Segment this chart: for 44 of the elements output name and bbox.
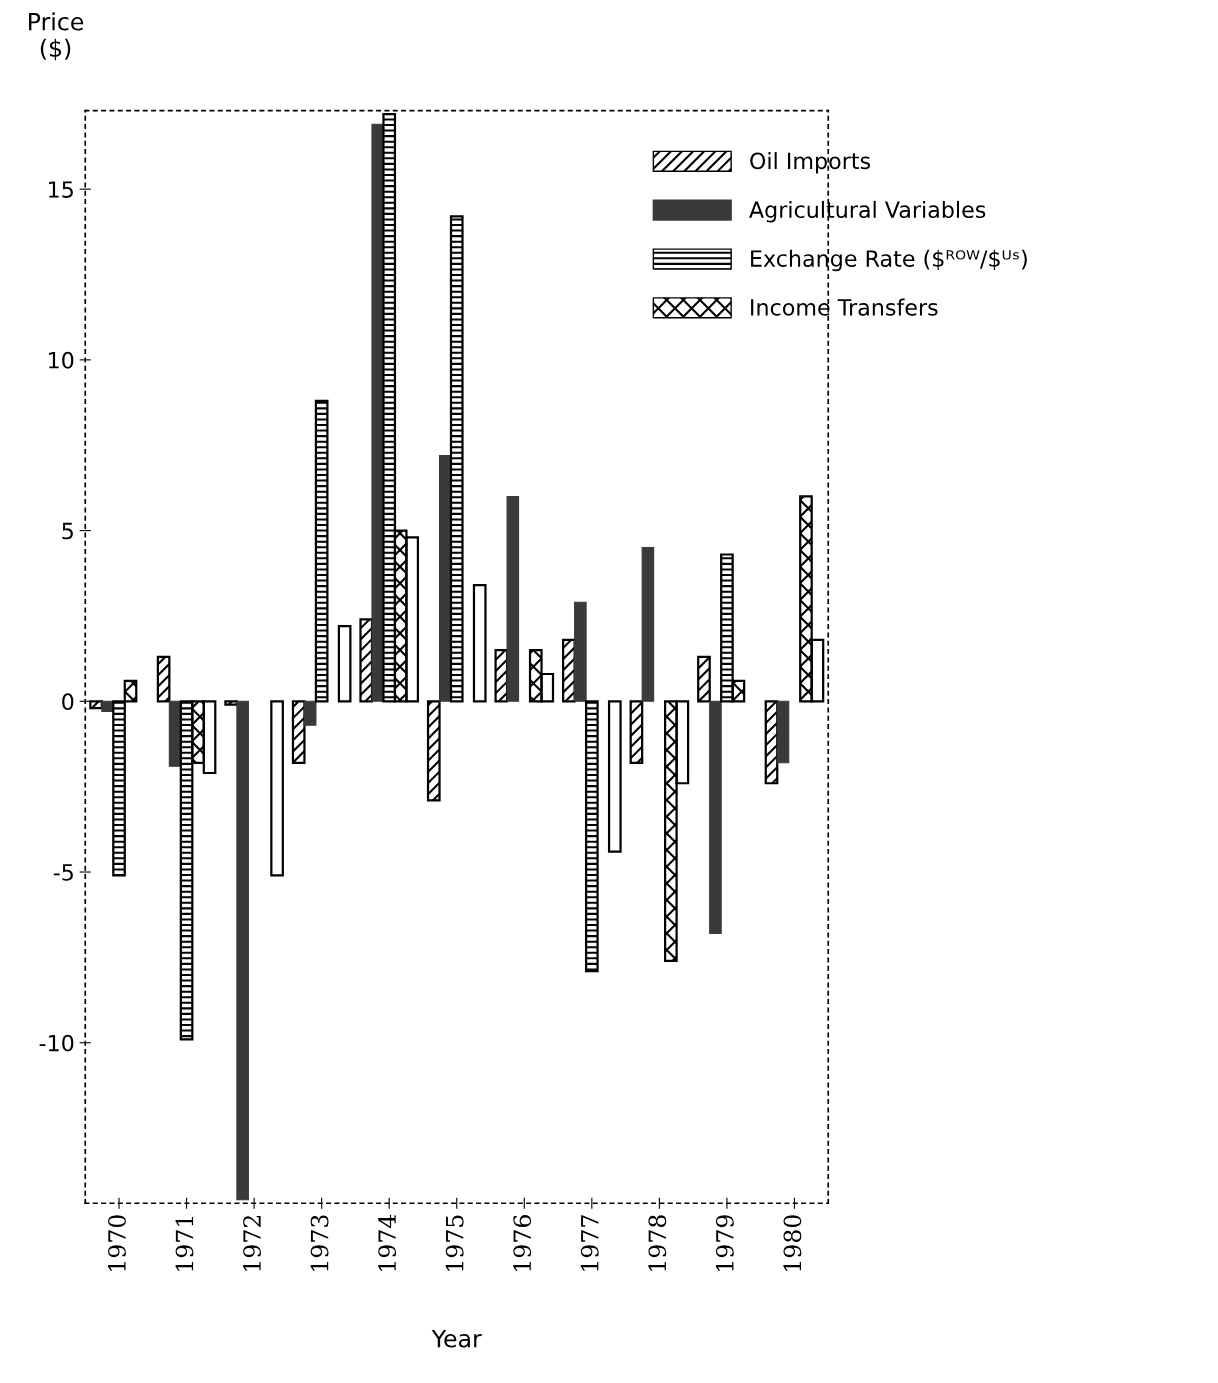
x-axis-title: Year [431, 1330, 482, 1348]
y-tick-label: 15 [49, 181, 73, 198]
y-axis-title: Price ($) [29, 12, 84, 61]
y-tick-label: 0 [62, 693, 74, 711]
bar [641, 547, 655, 702]
bar [236, 700, 249, 1201]
y-tick-label: 5 [62, 522, 73, 540]
x-tick-label: 1974 [378, 1214, 397, 1271]
x-tick-label: 1973 [310, 1215, 329, 1271]
bar [574, 601, 587, 702]
y-tick-label: -5 [53, 864, 73, 881]
bar [709, 700, 722, 935]
bar [629, 700, 644, 764]
legend-label: Oil Imports [750, 152, 871, 174]
x-tick-label: 1980 [783, 1215, 802, 1271]
bar [472, 584, 487, 703]
legend-label: Exchange Rate ($ᴿᴼᵂ/$ᵁˢ) [751, 249, 1027, 272]
bar [764, 700, 779, 785]
x-tick-label: 1976 [513, 1215, 532, 1271]
x-tick-label: 1971 [175, 1216, 194, 1271]
bar [449, 215, 464, 703]
bar [697, 655, 711, 703]
x-tick-label: 1977 [580, 1215, 599, 1271]
x-tick-label: 1975 [445, 1215, 464, 1271]
bar [224, 700, 239, 706]
x-tick-label: 1978 [648, 1215, 667, 1271]
legend-label: Agricultural Variables [749, 200, 986, 223]
legend-label: Income Transfers [751, 298, 938, 316]
bar [156, 655, 171, 703]
bar [291, 700, 306, 764]
bar [314, 399, 329, 703]
bar [426, 700, 441, 802]
y-tick-label: 10 [49, 351, 74, 369]
bar [303, 700, 317, 726]
bar [607, 700, 622, 853]
y-tick-label: -10 [39, 1034, 74, 1052]
x-tick-label: 1979 [715, 1215, 734, 1271]
bar [584, 700, 599, 973]
bar [337, 625, 352, 703]
x-tick-label: 1970 [108, 1215, 126, 1271]
bar [270, 700, 284, 877]
x-tick-label: 1972 [243, 1215, 261, 1271]
bar [506, 495, 520, 702]
bar [776, 700, 790, 764]
